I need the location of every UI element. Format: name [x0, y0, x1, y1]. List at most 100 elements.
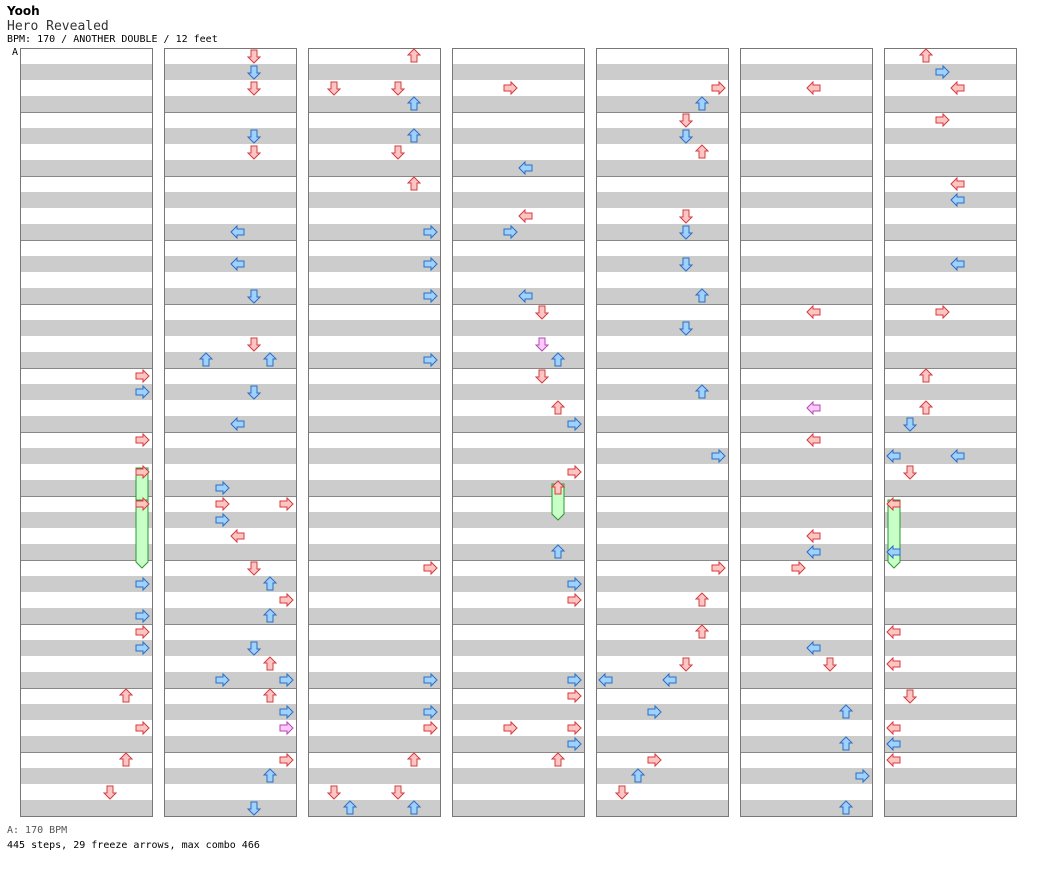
step-arrow [390, 81, 406, 96]
beat-stripe [308, 768, 440, 784]
beat-stripe [308, 320, 440, 336]
beat-stripe [308, 512, 440, 528]
step-arrow [678, 113, 694, 128]
beat-stripe [740, 416, 872, 432]
column-border [308, 48, 441, 817]
step-arrow [550, 480, 566, 495]
chart-column [20, 48, 153, 817]
chart-stats: 445 steps, 29 freeze arrows, max combo 4… [7, 840, 260, 851]
beat-stripe [452, 768, 584, 784]
beat-stripe [308, 288, 440, 304]
step-arrow [262, 688, 278, 703]
beat-stripe [740, 224, 872, 240]
beat-stripe [596, 224, 728, 240]
beat-stripe [740, 64, 872, 80]
chart-column [740, 48, 873, 817]
step-arrow [423, 224, 438, 240]
beat-stripe [164, 640, 296, 656]
step-arrow [886, 544, 901, 560]
beat-stripe [164, 672, 296, 688]
step-arrow [406, 96, 422, 111]
step-arrow [822, 657, 838, 672]
step-arrow [550, 544, 566, 559]
beat-stripe [596, 608, 728, 624]
beat-stripe [452, 448, 584, 464]
step-arrow [135, 640, 150, 656]
step-arrow [326, 785, 342, 800]
beat-stripe [596, 416, 728, 432]
step-arrow [135, 384, 150, 400]
step-arrow [567, 736, 582, 752]
step-arrow [550, 352, 566, 367]
beat-stripe [596, 64, 728, 80]
beat-stripe [452, 800, 584, 816]
freeze-arrow [887, 499, 901, 569]
chart-column [164, 48, 297, 817]
step-arrow [246, 801, 262, 816]
step-arrow [534, 337, 550, 352]
beat-stripe [308, 128, 440, 144]
chart-info: BPM: 170 / ANOTHER DOUBLE / 12 feet [7, 34, 218, 45]
beat-stripe [452, 384, 584, 400]
beat-stripe [740, 736, 872, 752]
step-arrow [503, 80, 518, 96]
column-border [164, 48, 297, 817]
step-arrow [567, 720, 582, 736]
step-arrow [550, 752, 566, 767]
step-arrow [806, 544, 821, 560]
beat-stripe [452, 352, 584, 368]
beat-stripe [164, 384, 296, 400]
beat-stripe [164, 416, 296, 432]
beat-stripe [308, 448, 440, 464]
beat-stripe [740, 384, 872, 400]
beat-stripe [452, 224, 584, 240]
step-arrow [262, 768, 278, 783]
step-arrow [503, 720, 518, 736]
step-arrow [806, 400, 821, 416]
step-arrow [678, 257, 694, 272]
beat-stripe [596, 768, 728, 784]
step-arrow [694, 624, 710, 639]
step-arrow [135, 576, 150, 592]
step-arrow [806, 304, 821, 320]
beat-stripe [596, 640, 728, 656]
beat-stripe [164, 576, 296, 592]
step-arrow [279, 672, 294, 688]
beat-stripe [740, 512, 872, 528]
beat-stripe [884, 800, 1016, 816]
step-arrow [102, 785, 118, 800]
step-arrow [423, 352, 438, 368]
step-arrow [406, 800, 422, 815]
step-arrow [935, 112, 950, 128]
step-arrow [902, 689, 918, 704]
beat-stripe [884, 416, 1016, 432]
step-arrow [246, 289, 262, 304]
beat-stripe [596, 512, 728, 528]
step-arrow [694, 288, 710, 303]
song-title: Hero Revealed [7, 19, 109, 34]
beat-stripe [740, 768, 872, 784]
step-arrow [838, 800, 854, 815]
step-arrow [326, 81, 342, 96]
chart-column [884, 48, 1017, 817]
beat-stripe [740, 544, 872, 560]
beat-stripe [308, 256, 440, 272]
step-arrow [614, 785, 630, 800]
beat-stripe [884, 224, 1016, 240]
step-arrow [406, 752, 422, 767]
step-arrow [886, 752, 901, 768]
beat-stripe [308, 704, 440, 720]
step-arrow [886, 656, 901, 672]
step-arrow [647, 752, 662, 768]
beat-stripe [20, 160, 152, 176]
step-arrow [215, 480, 230, 496]
beat-stripe [20, 96, 152, 112]
beat-stripe [452, 256, 584, 272]
beat-stripe [164, 320, 296, 336]
beat-stripe [884, 640, 1016, 656]
beat-stripe [164, 544, 296, 560]
beat-stripe [164, 352, 296, 368]
beat-stripe [164, 800, 296, 816]
step-arrow [230, 416, 245, 432]
beat-stripe [740, 352, 872, 368]
